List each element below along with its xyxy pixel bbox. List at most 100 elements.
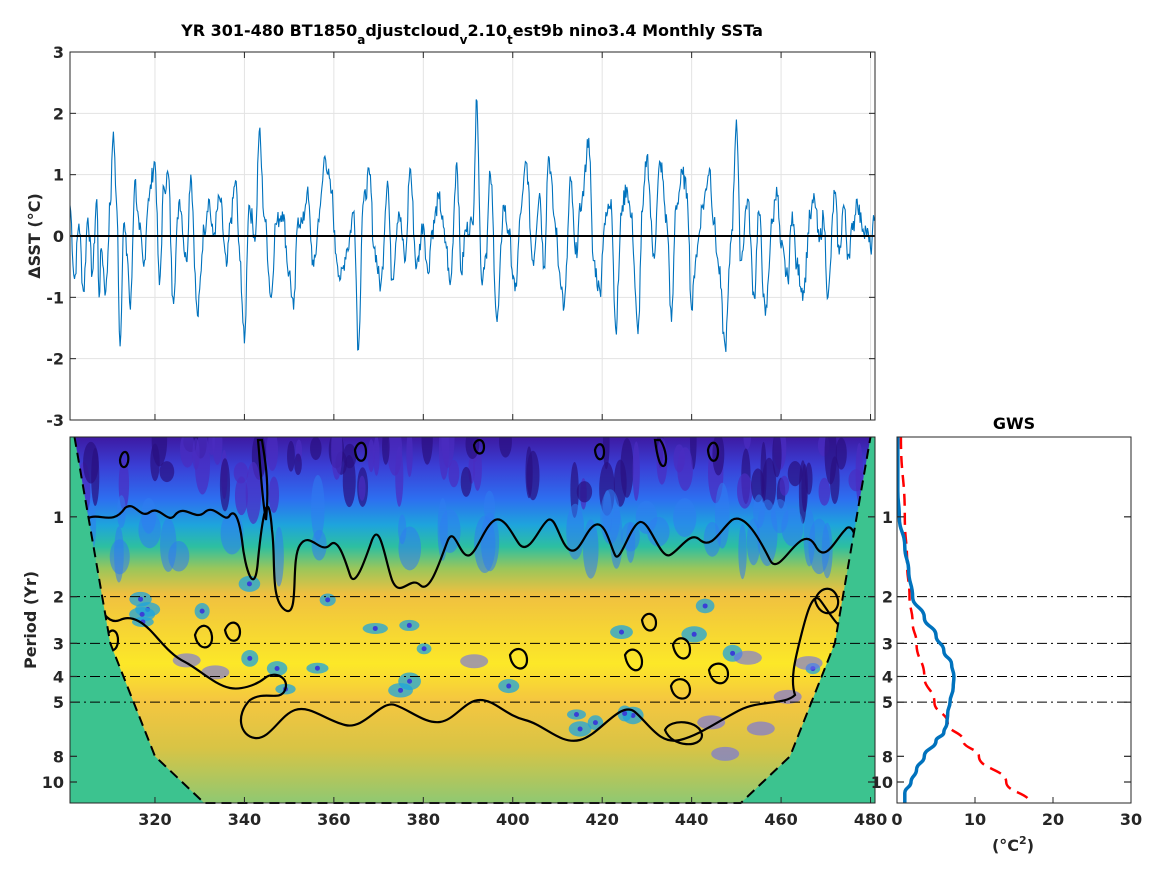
wavelet-power-blobs (70, 437, 875, 761)
power-spike-mid (808, 518, 830, 575)
power-dot-core (421, 646, 427, 652)
power-spike-low (342, 455, 356, 508)
gws-y-tick-label: 8 (882, 747, 893, 766)
power-spike-low (268, 476, 280, 514)
power-spike-mid (781, 507, 804, 547)
power-spike-low (743, 437, 752, 450)
power-spike-mid (753, 494, 765, 528)
power-spike-low (677, 447, 693, 491)
wavelet-y-tick-label: 2 (53, 588, 64, 607)
wavelet-x-tick-label: 420 (585, 810, 618, 829)
gws-y-tick-label: 4 (882, 667, 893, 686)
sst-series-line (70, 99, 875, 352)
wavelet-y-tick-label: 10 (42, 773, 64, 792)
top-y-tick-label: -3 (46, 411, 64, 430)
power-spike-mid (398, 514, 407, 545)
gws-y-tick-label: 5 (882, 693, 893, 712)
power-spike-low (179, 437, 195, 468)
gws-y-ticks: 1 2 3 4 5 8 10 (871, 508, 1131, 792)
power-spike-low (737, 473, 753, 509)
power-spike-low (245, 461, 262, 524)
top-y-ticks: 3 2 1 0 -1 -2 -3 (46, 43, 875, 430)
wavelet-y-tick-label: 5 (53, 693, 64, 712)
power-dot-core (199, 608, 205, 614)
gws-x-tick-label: 30 (1120, 810, 1142, 829)
wavelet-x-tick-label: 360 (317, 810, 350, 829)
power-spike-mid (635, 500, 658, 534)
top-y-tick-label: 3 (53, 43, 64, 62)
wavelet-x-ticks: 320 340 360 380 400 420 440 460 480 (138, 797, 887, 829)
power-dot-low (172, 653, 201, 668)
power-spike-mid (138, 511, 161, 549)
power-spike-low (526, 450, 540, 501)
top-x-ticks (154, 52, 872, 420)
power-dot-core (398, 687, 404, 693)
power-dot-low (746, 721, 775, 736)
power-spike-low (159, 461, 175, 483)
wavelet-reference-period-lines (70, 596, 875, 703)
cone-of-influence-line (73, 436, 872, 804)
power-spike-mid (109, 539, 130, 575)
power-dot-core (406, 622, 412, 628)
power-spike-mid (738, 524, 747, 580)
gws-y-tick-label: 2 (882, 588, 893, 607)
gws-panel: GWS 1 2 3 4 5 8 10 0 10 20 30 (°C2) (871, 414, 1142, 855)
power-spike-low (287, 440, 295, 472)
power-spike-mid (746, 518, 761, 566)
power-spike-low (294, 453, 302, 476)
gws-power-line (897, 437, 956, 803)
gws-x-axis-label: (°C2) (992, 834, 1034, 855)
wavelet-x-tick-label: 340 (228, 810, 261, 829)
power-dot-core (691, 631, 697, 637)
power-dot-core (506, 683, 512, 689)
power-spike-low (441, 437, 455, 468)
top-timeseries-panel: 3 2 1 0 -1 -2 -3 ΔSST (°C) (25, 43, 876, 430)
gws-axes-box (896, 436, 1132, 804)
power-spike-low (779, 475, 790, 496)
gws-x-tick-label: 20 (1042, 810, 1064, 829)
gws-y-tick-label: 1 (882, 508, 893, 527)
wavelet-y-tick-label: 8 (53, 747, 64, 766)
power-dot-low (733, 650, 762, 665)
power-dot-core (314, 665, 320, 671)
top-y-tick-label: 2 (53, 104, 64, 123)
power-spike-low (824, 437, 837, 485)
power-spike-low (499, 437, 512, 458)
top-y-tick-label: -2 (46, 350, 64, 369)
power-dot-core (247, 655, 253, 661)
top-chart-title: YR 301-480 BT1850adjustcloudv2.10test9b … (180, 21, 763, 47)
power-spike-low (367, 439, 375, 473)
power-spike-low (576, 481, 593, 503)
power-dot-low (201, 665, 230, 680)
wavelet-x-tick-label: 320 (138, 810, 171, 829)
power-spike-mid (626, 522, 636, 563)
power-spike-low (358, 475, 366, 501)
top-y-tick-label: 1 (53, 166, 64, 185)
power-spike-low (613, 459, 627, 507)
power-dot-core (138, 596, 144, 602)
power-dot-low (460, 654, 489, 669)
power-spike-low (373, 437, 380, 476)
wavelet-x-tick-label: 400 (496, 810, 529, 829)
cone-of-influence-mask (70, 437, 875, 803)
power-spike-low (91, 447, 100, 506)
power-spike-low (233, 462, 249, 484)
power-spike-low (151, 437, 168, 467)
wavelet-y-tick-label: 3 (53, 634, 64, 653)
power-dot-core (630, 712, 636, 718)
power-spike-low (818, 477, 831, 506)
wavelet-panel: 1 2 3 4 5 8 10 320 340 360 380 400 420 440 460 480 Per… (21, 436, 887, 829)
power-spike-low (310, 437, 322, 461)
power-dot-core (619, 629, 625, 635)
power-dot-core (246, 581, 252, 587)
power-spike-mid (602, 490, 612, 539)
power-spike-mid (310, 474, 325, 541)
power-spike-low (760, 441, 767, 504)
power-spike-low (787, 461, 803, 487)
power-dot-core (139, 611, 145, 617)
gws-x-tick-label: 10 (964, 810, 986, 829)
wavelet-y-tick-label: 4 (53, 667, 64, 686)
gws-x-tick-label: 0 (891, 810, 902, 829)
power-dot-low (794, 656, 823, 671)
